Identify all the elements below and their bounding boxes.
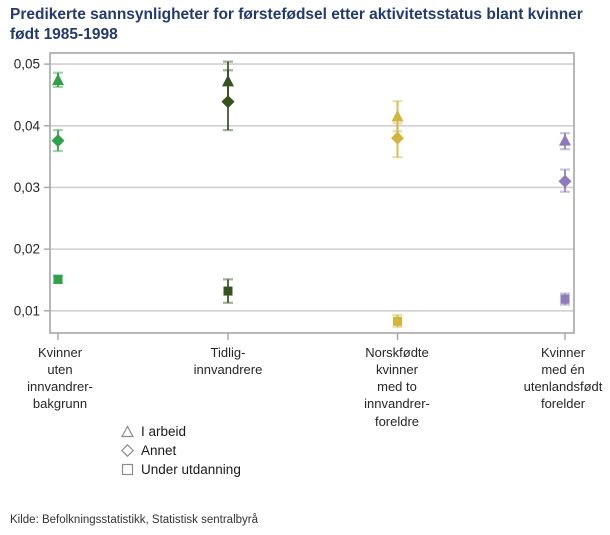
marker-diamond (391, 131, 404, 145)
marker-triangle (391, 110, 404, 122)
legend-item-annet: Annet (121, 441, 241, 459)
marker-square (53, 274, 63, 284)
diamond-icon (121, 443, 134, 457)
x-axis-label-3: Norskfødte kvinner med to innvandrer- fo… (364, 345, 430, 429)
marker-triangle (559, 134, 571, 146)
x-axis-label-2: Tidlig- innvandrere (193, 345, 263, 378)
marker-diamond (221, 95, 235, 109)
y-tick-label: 0,05 (14, 57, 40, 72)
chart-title: Predikerte sannsynligheter for førstefød… (10, 6, 583, 43)
marker-diamond (558, 174, 572, 188)
marker-diamond (51, 134, 65, 148)
square-icon (121, 463, 134, 476)
triangle-icon (121, 424, 134, 438)
legend-item-under-utdanning: Under utdanning (121, 460, 241, 478)
y-tick-label: 0,02 (14, 242, 40, 257)
x-axis-label-4: Kvinner med én utenlandsfødt forelder (523, 345, 603, 412)
marker-square (223, 286, 233, 296)
marker-square (393, 316, 402, 326)
legend-label: Under utdanning (141, 461, 241, 477)
marker-triangle (52, 73, 64, 86)
marker-square (560, 294, 570, 304)
legend-item-i-arbeid: I arbeid (121, 422, 241, 440)
x-axis-label-1: Kvinner uten innvandrer- bakgrunn (27, 345, 93, 412)
y-tick-label: 0,01 (14, 303, 40, 318)
legend-label: Annet (141, 442, 177, 458)
source-note: Kilde: Befolkningsstatistikk, Statistisk… (10, 514, 258, 526)
legend: I arbeid Annet Under utdanning (121, 422, 241, 478)
y-tick-label: 0,03 (14, 180, 40, 195)
plot-border (49, 52, 575, 334)
y-tick-label: 0,04 (14, 118, 41, 133)
legend-label: I arbeid (141, 423, 187, 439)
